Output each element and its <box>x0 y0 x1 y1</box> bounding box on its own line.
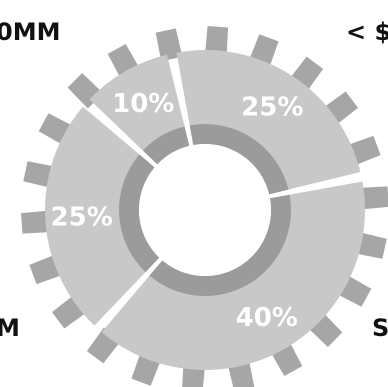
slice-label: 40% <box>236 303 298 333</box>
slice-label: 25% <box>241 92 303 122</box>
gear-tooth <box>21 210 52 234</box>
edge-label-top-right: < $ <box>346 18 388 46</box>
edge-label-bottom-right: S <box>372 314 388 342</box>
donut-slice <box>89 54 188 159</box>
donut-slice <box>101 181 365 370</box>
edge-label-bottom-left: M <box>0 314 20 342</box>
inner-ring-segment <box>189 124 289 195</box>
donut-slice <box>176 50 361 193</box>
slice-label: 25% <box>51 202 113 232</box>
inner-ring-segment <box>149 194 291 296</box>
gear-tooth <box>358 186 388 210</box>
slice-label: 10% <box>112 89 174 119</box>
gear-tooth <box>205 26 229 57</box>
inner-ring-segment <box>142 126 190 165</box>
gear-tooth <box>155 28 183 62</box>
donut-slices <box>44 50 365 370</box>
edge-label-top-left: 0MM <box>0 18 60 46</box>
donut-slice <box>44 106 154 326</box>
center-hub <box>139 144 271 276</box>
inner-rings <box>119 124 291 296</box>
slice-labels: 25% 40% 25% 10% <box>51 89 304 333</box>
inner-ring-segment <box>119 154 160 273</box>
